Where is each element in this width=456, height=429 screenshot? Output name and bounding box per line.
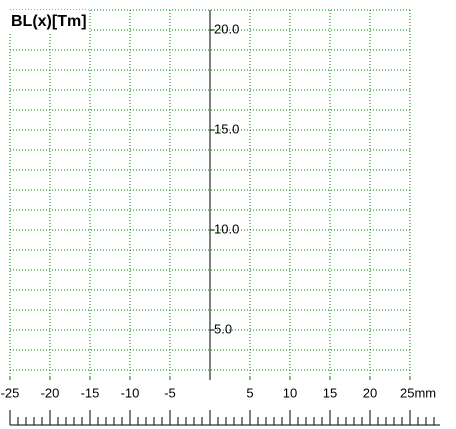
ruler bbox=[9, 410, 440, 426]
title-background bbox=[8, 10, 90, 34]
grid bbox=[9, 9, 411, 380]
y-tick-label: 15.0 bbox=[214, 121, 239, 136]
x-tick-label: -25 bbox=[1, 385, 20, 400]
x-tick-label: -20 bbox=[41, 385, 60, 400]
labels: 5.0 10.0 15.0 20.0 -25 -20 -15 -10 -5 5 10 15 20 25mm… bbox=[1, 10, 436, 400]
x-tick-label: -15 bbox=[81, 385, 100, 400]
y-tick-label: 20.0 bbox=[214, 21, 239, 36]
x-tick-label: 10 bbox=[283, 385, 297, 400]
x-tick-label: 20 bbox=[363, 385, 377, 400]
x-tick-label: -5 bbox=[164, 385, 176, 400]
x-tick-label: 25mm bbox=[400, 385, 436, 400]
chart-title: BL(x)[Tm] bbox=[11, 13, 87, 30]
y-tick-label: 5.0 bbox=[214, 321, 232, 336]
x-tick-label: 5 bbox=[246, 385, 253, 400]
x-tick-label: 15 bbox=[323, 385, 337, 400]
y-tick-label: 10.0 bbox=[214, 221, 239, 236]
x-tick-label: -10 bbox=[121, 385, 140, 400]
